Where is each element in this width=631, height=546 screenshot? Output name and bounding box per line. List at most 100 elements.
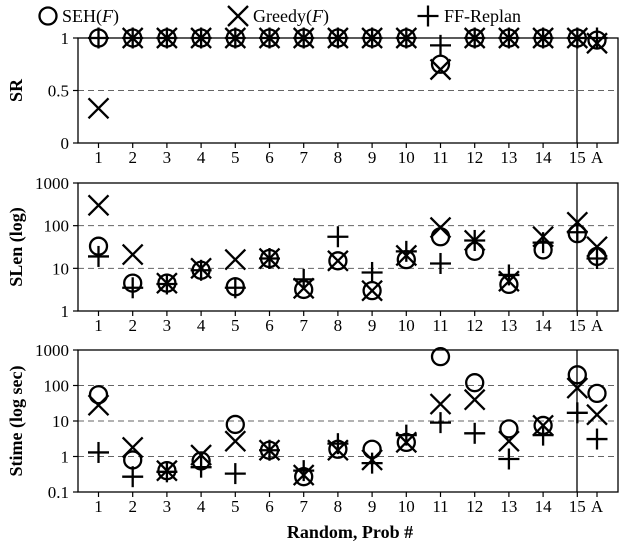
data-point — [190, 444, 212, 466]
x-tick-label: 4 — [197, 148, 206, 167]
x-tick-label: A — [591, 316, 604, 335]
data-point — [259, 439, 280, 461]
data-point — [586, 403, 608, 426]
data-point — [498, 264, 520, 286]
x-tick-label: 6 — [265, 148, 274, 167]
x-tick-label: 14 — [535, 316, 553, 335]
data-point — [87, 194, 110, 217]
x-tick-label: 4 — [197, 316, 206, 335]
data-point — [566, 221, 588, 243]
x-tick-label: 5 — [231, 316, 240, 335]
x-tick-label: 12 — [466, 148, 483, 167]
data-point — [532, 27, 554, 49]
y-tick-label: 1000 — [35, 341, 69, 360]
y-tick-label: 100 — [44, 217, 70, 236]
x-tick-label: 15 — [569, 497, 586, 516]
x-tick-label: A — [591, 148, 604, 167]
x-tick-label: 14 — [535, 497, 553, 516]
data-point — [498, 448, 520, 470]
data-point — [395, 424, 417, 446]
x-tick-label: 10 — [398, 148, 415, 167]
data-point — [464, 422, 486, 444]
data-point — [224, 463, 246, 485]
data-point — [430, 346, 451, 367]
legend-circle-marker — [38, 6, 58, 26]
data-point — [498, 430, 520, 452]
x-tick-label: 13 — [500, 497, 517, 516]
x-tick-label: 4 — [197, 497, 206, 516]
data-point — [121, 243, 144, 266]
data-point — [122, 27, 144, 49]
series-plus — [88, 27, 608, 56]
x-tick-label: 5 — [231, 148, 240, 167]
x-tick-label: 9 — [368, 316, 377, 335]
y-tick-label: 1 — [61, 448, 70, 467]
y-tick-label: 0 — [61, 134, 70, 153]
x-tick-label: 9 — [368, 497, 377, 516]
data-point — [498, 27, 520, 49]
data-point — [190, 259, 212, 281]
x-tick-label: 6 — [265, 316, 274, 335]
data-point — [156, 273, 178, 295]
x-tick-label: 13 — [500, 148, 517, 167]
y-tick-label: 10 — [52, 412, 69, 431]
chart-panels: 00.511 2 3 4 5 6 7 8 9 10 11 12 13 14 15 ASR11010010001… — [6, 27, 619, 516]
x-tick-label: 10 — [398, 497, 415, 516]
data-point — [587, 383, 607, 404]
data-point — [361, 452, 383, 474]
x-tick-label: 1 — [94, 497, 103, 516]
data-point — [430, 412, 451, 434]
x-tick-label: 11 — [432, 316, 448, 335]
data-point — [566, 402, 588, 424]
data-point — [429, 216, 452, 239]
data-point — [586, 248, 608, 270]
data-point — [259, 27, 280, 49]
data-point — [429, 58, 452, 81]
y-tick-label: 10 — [52, 259, 69, 278]
x-tick-label: 12 — [466, 316, 483, 335]
x-tick-label: 12 — [466, 497, 483, 516]
data-point — [586, 235, 608, 258]
y-axis-label: Stime (log sec) — [6, 366, 27, 477]
data-point — [88, 441, 109, 463]
legend-item-seh: SEH(F) — [38, 6, 119, 27]
plot-frame — [77, 182, 619, 312]
data-point — [259, 248, 280, 270]
data-point — [328, 251, 348, 271]
data-point — [122, 277, 144, 299]
data-point — [532, 424, 554, 446]
y-tick-label: 100 — [44, 377, 70, 396]
legend-label: Greedy(F) — [253, 6, 329, 27]
legend-x-marker — [227, 5, 249, 27]
y-tick-label: 1 — [61, 29, 70, 48]
data-point — [567, 365, 587, 385]
legend-item-greedy: Greedy(F) — [227, 5, 329, 27]
x-tick-label: 8 — [334, 316, 343, 335]
data-point — [88, 245, 109, 267]
panel-sr: 00.511 2 3 4 5 6 7 8 9 10 11 12 13 14 15 ASR — [6, 27, 619, 167]
y-tick-label: 1 — [61, 302, 70, 321]
data-point — [430, 227, 451, 247]
data-point — [465, 373, 485, 393]
x-tick-label: 1 — [94, 316, 103, 335]
x-tick-label: 2 — [128, 148, 137, 167]
data-point — [327, 27, 349, 49]
data-point — [463, 388, 486, 411]
data-point — [532, 232, 554, 254]
legend-label: FF-Replan — [444, 6, 521, 26]
data-point — [224, 430, 247, 452]
data-point — [122, 466, 144, 488]
data-point — [88, 27, 109, 49]
data-point — [327, 250, 349, 272]
data-point — [190, 27, 212, 49]
x-tick-label: 13 — [500, 316, 517, 335]
series-plus — [88, 402, 608, 488]
x-tick-label: 3 — [163, 497, 172, 516]
x-tick-label: 7 — [299, 497, 308, 516]
y-tick-label: 0.5 — [48, 82, 69, 101]
x-tick-label: A — [591, 497, 604, 516]
x-tick-label: 9 — [368, 148, 377, 167]
legend-label: SEH(F) — [62, 6, 119, 27]
